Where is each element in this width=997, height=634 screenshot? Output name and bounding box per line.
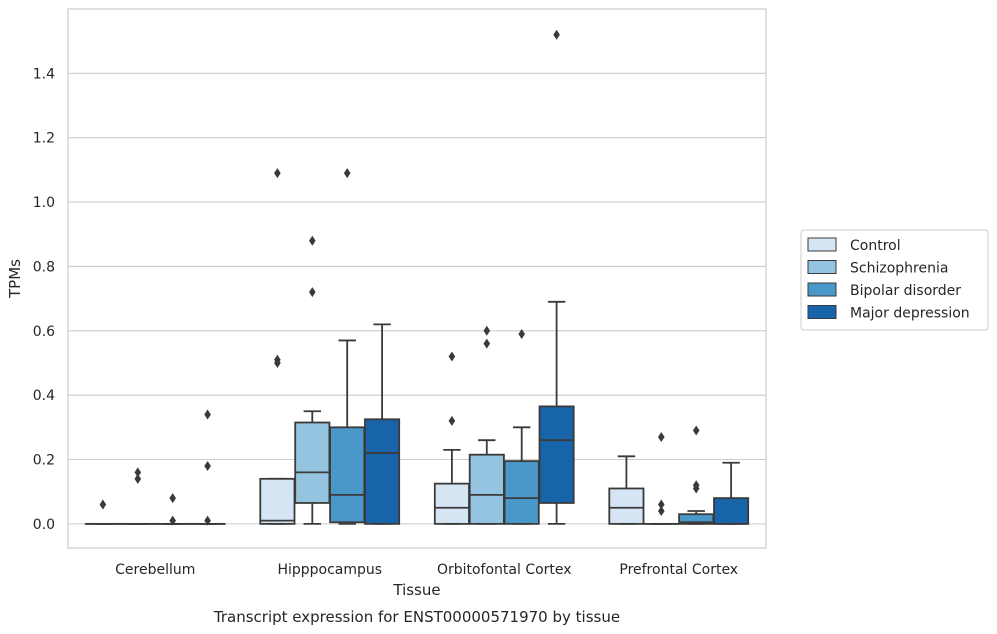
outlier-point	[134, 473, 142, 484]
box-0-1	[119, 467, 156, 525]
box-iqr	[364, 418, 401, 525]
y-tick-labels: 0.0 0.2 0.4 0.6 0.8 1.0 1.2 1.4	[33, 66, 55, 533]
outlier-point	[448, 415, 456, 426]
legend-label: Major depression	[850, 306, 970, 322]
box-0-2	[154, 493, 191, 526]
box-2-2	[503, 329, 540, 525]
box-1-0	[259, 168, 296, 525]
outlier-point	[169, 493, 176, 504]
legend-label: Schizophrenia	[850, 261, 948, 277]
outlier-point	[169, 515, 176, 526]
box-iqr	[329, 426, 366, 524]
outlier-point	[204, 409, 211, 420]
box-iqr	[538, 405, 575, 504]
box-iqr	[503, 460, 540, 525]
legend-swatch	[807, 305, 837, 319]
legend: Control Schizophrenia Bipolar disorder Majo…	[800, 229, 989, 331]
outlier-point	[483, 338, 491, 349]
outlier-point	[658, 499, 665, 510]
outlier-point	[99, 499, 107, 510]
outlier-point	[658, 505, 665, 516]
x-tick-label: Hipppocampus	[277, 562, 382, 578]
outlier-point	[692, 425, 700, 436]
y-tick-label: 0.8	[33, 259, 55, 275]
box-0-0	[84, 499, 121, 525]
legend-swatch	[807, 237, 837, 252]
box-iqr	[468, 453, 505, 525]
box-3-1	[643, 431, 680, 525]
outlier-point	[274, 168, 281, 179]
outlier-point	[309, 235, 316, 246]
y-tick-label: 1.2	[33, 131, 55, 147]
box-iqr	[294, 421, 331, 504]
outlier-point	[274, 354, 281, 365]
legend-frame	[800, 229, 989, 331]
x-tick-label: Cerebellum	[115, 562, 195, 578]
outlier-point	[309, 287, 316, 298]
boxes-layer	[84, 29, 750, 526]
box-2-0	[433, 351, 470, 525]
outlier-point	[448, 351, 456, 362]
box-3-2	[678, 425, 715, 525]
x-axis-title: Tissue	[392, 581, 440, 599]
box-iqr	[608, 487, 645, 525]
box-3-0	[608, 455, 645, 525]
box-2-1	[468, 325, 505, 525]
legend-swatch	[807, 260, 837, 274]
box-iqr	[259, 477, 296, 525]
box-2-3	[538, 29, 575, 525]
outlier-point	[343, 168, 351, 179]
outlier-point	[553, 29, 560, 40]
chart-caption: Transcript expression for ENST0000057197…	[213, 608, 620, 626]
x-tick-label: Orbitofontal Cortex	[437, 562, 572, 578]
y-axis-title: TPMs	[6, 259, 24, 299]
x-tick-label: Prefrontal Cortex	[619, 562, 738, 578]
outlier-point	[658, 431, 665, 442]
y-tick-label: 1.0	[33, 195, 55, 211]
box-1-2	[329, 168, 366, 525]
y-tick-label: 0.6	[33, 324, 55, 340]
outlier-point	[204, 515, 211, 526]
outlier-point	[518, 329, 525, 340]
outlier-point	[692, 480, 700, 491]
box-0-3	[189, 409, 226, 526]
grid-lines	[68, 72, 766, 525]
outlier-point	[134, 467, 142, 478]
y-tick-label: 0.4	[33, 388, 55, 404]
outlier-point	[483, 325, 491, 336]
legend-label: Control	[850, 238, 901, 254]
outlier-point	[204, 460, 211, 471]
box-iqr	[433, 482, 470, 525]
box-3-3	[713, 461, 750, 525]
legend-swatch	[807, 282, 837, 297]
box-1-3	[364, 323, 401, 525]
box-1-1	[294, 235, 331, 525]
y-tick-label: 1.4	[33, 66, 55, 82]
legend-label: Bipolar disorder	[850, 283, 961, 299]
box-iqr	[713, 497, 750, 525]
plot-frame	[67, 8, 767, 549]
x-tick-labels: Cerebellum Hipppocampus Orbitofontal Corte…	[115, 562, 738, 578]
y-tick-label: 0.2	[33, 453, 55, 469]
y-tick-label: 0.0	[33, 517, 55, 533]
